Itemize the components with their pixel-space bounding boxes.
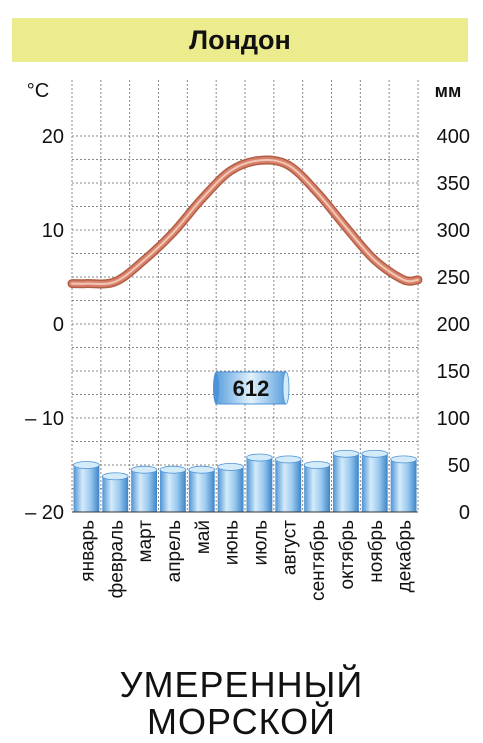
month-label: январь: [77, 520, 98, 582]
left-axis-unit: °C: [27, 80, 49, 102]
title-banner: Лондон: [12, 18, 468, 62]
precip-bar: [390, 455, 417, 512]
right-axis-tick: 350: [437, 173, 470, 195]
precip-bar: [73, 461, 100, 512]
precip-bar: [130, 465, 158, 512]
precip-bar: [303, 461, 331, 512]
right-axis-tick: 400: [437, 126, 470, 148]
right-axis-tick: 250: [437, 267, 470, 289]
left-axis-tick: 0: [53, 314, 64, 336]
month-label: март: [135, 520, 156, 563]
left-axis-tick: 10: [42, 220, 64, 242]
month-label: август: [279, 520, 300, 575]
month-label: май: [193, 520, 214, 554]
right-axis-tick: 200: [437, 314, 470, 336]
right-axis-unit: мм: [435, 81, 462, 101]
month-label: апрель: [164, 520, 185, 582]
right-axis-tick: 300: [437, 220, 470, 242]
climate-type-line1: УМЕРЕННЫЙ: [119, 664, 364, 705]
month-label: июль: [250, 520, 271, 566]
precip-bar: [274, 455, 302, 512]
left-axis-tick: – 10: [25, 408, 64, 430]
precip-bar: [217, 462, 244, 512]
precip-bar: [159, 465, 187, 512]
month-label: декабрь: [395, 520, 416, 592]
right-axis-tick: 100: [437, 408, 470, 430]
month-label: июнь: [222, 520, 243, 565]
right-axis-tick: 150: [437, 361, 470, 383]
precip-bar: [332, 449, 360, 512]
precip-bar: [361, 449, 389, 512]
annual-precip-badge: 612: [213, 371, 290, 405]
month-label: ноябрь: [366, 520, 387, 583]
precip-bar: [188, 465, 216, 512]
climate-type-line2: МОРСКОЙ: [146, 701, 337, 742]
chart-title: Лондон: [189, 24, 291, 55]
precip-bar: [246, 453, 273, 512]
month-label: февраль: [106, 520, 127, 599]
annual-precip-value: 612: [233, 376, 270, 401]
month-label: сентябрь: [308, 520, 329, 601]
right-axis-tick: 0: [459, 502, 470, 524]
right-axis-tick: 50: [448, 455, 470, 477]
left-axis-tick: 20: [42, 126, 64, 148]
left-axis-tick: – 20: [25, 502, 64, 524]
precip-bar: [101, 472, 129, 512]
month-label: октябрь: [337, 520, 358, 590]
